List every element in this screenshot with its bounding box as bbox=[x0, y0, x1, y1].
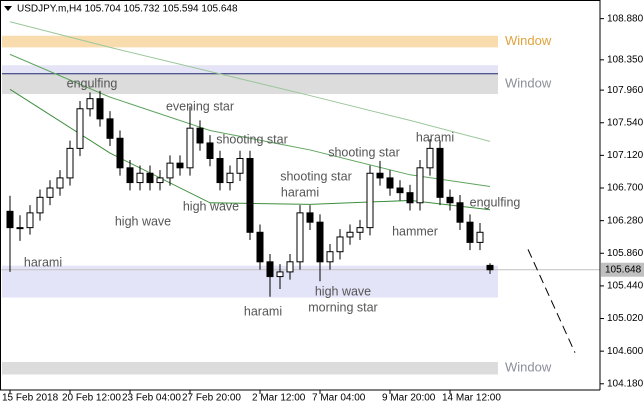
candle-body bbox=[16, 227, 24, 230]
y-tick-label: 105.440 bbox=[607, 281, 644, 292]
zone-label: Window bbox=[505, 33, 552, 48]
candle-body bbox=[256, 231, 264, 263]
y-tick-label: 108.350 bbox=[607, 54, 644, 65]
pattern-label: high wave bbox=[183, 199, 239, 213]
zone bbox=[2, 73, 498, 95]
candle-body bbox=[446, 196, 454, 204]
candle-body bbox=[336, 236, 344, 253]
zone bbox=[2, 265, 498, 298]
candle-body bbox=[206, 142, 214, 159]
y-tick-label: 105.020 bbox=[607, 313, 644, 324]
candle-body bbox=[116, 137, 124, 169]
y-tick-label: 108.880 bbox=[607, 13, 644, 24]
y-tick-label: 105.860 bbox=[607, 248, 644, 259]
pattern-label: harami bbox=[416, 130, 454, 144]
zone bbox=[2, 362, 498, 375]
moving-average bbox=[9, 21, 491, 142]
candle-body bbox=[96, 98, 104, 120]
candle-body bbox=[306, 212, 314, 223]
candle-body bbox=[266, 261, 274, 278]
zone bbox=[2, 35, 498, 48]
pattern-label: shooting star bbox=[328, 145, 400, 159]
candle-body bbox=[26, 212, 34, 229]
candle-body bbox=[106, 118, 114, 139]
candle-body bbox=[346, 231, 354, 238]
candle-body bbox=[376, 172, 384, 179]
y-tick-label: 107.960 bbox=[607, 85, 644, 96]
x-tick-label: 27 Feb 20:00 bbox=[182, 393, 241, 404]
candle-body bbox=[476, 231, 484, 243]
candle-body bbox=[386, 177, 394, 189]
x-tick-label: 7 Mar 04:00 bbox=[312, 393, 366, 404]
candle-body bbox=[456, 202, 464, 223]
zone bbox=[2, 65, 498, 74]
pattern-label: evening star bbox=[166, 99, 234, 113]
zone-label: Window bbox=[505, 75, 552, 90]
pattern-label: harami bbox=[281, 185, 319, 199]
candle-body bbox=[356, 227, 364, 233]
candle-body bbox=[176, 162, 184, 169]
candle-body bbox=[316, 221, 324, 263]
y-tick-label: 106.280 bbox=[607, 215, 644, 226]
candle-body bbox=[366, 172, 374, 229]
candle-body bbox=[216, 157, 224, 184]
x-tick-label: 15 Feb 2018 bbox=[2, 393, 59, 404]
y-tick-label: 106.700 bbox=[607, 183, 644, 194]
chart-title: USDJPY.m,H4 105.704 105.732 105.594 105.… bbox=[17, 4, 238, 15]
candle-body bbox=[236, 157, 244, 174]
candle-body bbox=[146, 172, 154, 184]
candle-body bbox=[76, 108, 84, 149]
candle-body bbox=[46, 187, 54, 198]
candle-body bbox=[326, 251, 334, 263]
zone-label: Window bbox=[505, 360, 552, 375]
candle-body bbox=[86, 98, 94, 110]
candle-body bbox=[406, 192, 414, 204]
pattern-label: shooting star bbox=[280, 169, 352, 183]
pattern-label: high wave bbox=[315, 284, 371, 298]
candle-body bbox=[196, 127, 204, 144]
pattern-label: high wave bbox=[115, 214, 171, 228]
candle-body bbox=[156, 177, 164, 184]
y-tick-label: 107.120 bbox=[607, 150, 644, 161]
y-tick-label: 107.540 bbox=[607, 117, 644, 128]
candle-body bbox=[486, 264, 494, 271]
candle-body bbox=[246, 157, 254, 233]
candle-body bbox=[186, 127, 194, 169]
x-tick-label: 9 Mar 20:00 bbox=[382, 393, 436, 404]
candle-body bbox=[276, 271, 284, 278]
candle-body bbox=[396, 187, 404, 194]
pattern-label: hammer bbox=[392, 224, 438, 238]
candle-body bbox=[126, 167, 134, 184]
candle-body bbox=[296, 212, 304, 263]
candle-body bbox=[66, 147, 74, 179]
candle-body bbox=[6, 210, 14, 229]
candle-body bbox=[416, 167, 424, 204]
x-tick-label: 14 Mar 12:00 bbox=[442, 393, 501, 404]
price-tag bbox=[601, 262, 644, 277]
pattern-label: harami bbox=[244, 304, 282, 318]
candle-body bbox=[226, 172, 234, 184]
candle-body bbox=[36, 196, 44, 214]
candle-body bbox=[426, 147, 434, 169]
price-tag-label: 105.648 bbox=[605, 264, 642, 275]
pattern-label: engulfing bbox=[470, 195, 521, 209]
candle-body bbox=[56, 177, 64, 189]
candle-body bbox=[136, 172, 144, 184]
projection-line bbox=[527, 249, 576, 353]
x-tick-label: 20 Feb 12:00 bbox=[62, 393, 121, 404]
y-tick-label: 104.600 bbox=[607, 346, 644, 357]
x-tick-label: 23 Feb 04:00 bbox=[122, 393, 181, 404]
candle-body bbox=[286, 261, 294, 273]
pattern-label: morning star bbox=[308, 300, 377, 314]
y-tick-label: 104.180 bbox=[607, 378, 644, 389]
x-tick-label: 2 Mar 12:00 bbox=[252, 393, 306, 404]
pattern-label: harami bbox=[24, 255, 62, 269]
pattern-label: engulfing bbox=[67, 76, 118, 90]
pattern-label: shooting star bbox=[216, 132, 288, 146]
candle-body bbox=[166, 162, 174, 179]
candle-body bbox=[436, 147, 444, 198]
title-arrow bbox=[4, 6, 12, 11]
candle-body bbox=[466, 221, 474, 243]
